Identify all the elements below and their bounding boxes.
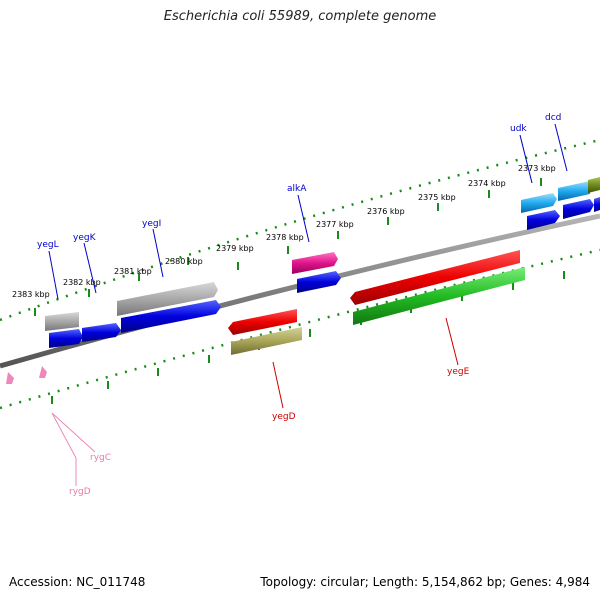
- gene-label-udk: udk: [510, 124, 527, 134]
- scale-label: 2378 kbp: [266, 233, 304, 242]
- gene-yegD: [231, 327, 302, 355]
- gene-label-rygC: rygC: [90, 453, 111, 463]
- outer-major-ticks: [34, 178, 542, 316]
- scale-label: 2376 kbp: [367, 207, 405, 216]
- gene-alkA: [292, 252, 338, 274]
- gene-label-yegL: yegL: [37, 240, 59, 250]
- map-title: Escherichia coli 55989, complete genome: [163, 9, 437, 24]
- gene-yegI-rna: [117, 282, 218, 316]
- scale-label: 2375 kbp: [418, 193, 456, 202]
- scale-label: 2380 kbp: [165, 257, 203, 266]
- gene-label-yegE: yegE: [447, 367, 470, 377]
- inner-scale-ring: [0, 248, 600, 410]
- gene-label-alkA: alkA: [287, 184, 307, 194]
- gene-udk: [521, 193, 557, 213]
- leader-lines: [48, 123, 568, 486]
- gene-label-yegD: yegD: [272, 412, 296, 422]
- inner-major-ticks: [51, 271, 565, 404]
- scale-label: 2377 kbp: [316, 220, 354, 229]
- scale-label: 2373 kbp: [518, 164, 556, 173]
- scale-label: 2379 kbp: [216, 244, 254, 253]
- gene-right-olive: [588, 177, 600, 193]
- gene-label-yegI: yegI: [142, 219, 161, 229]
- cds-udk: [527, 210, 560, 230]
- accession-label: Accession: NC_011748: [9, 575, 146, 589]
- gene-label-yegK: yegK: [73, 233, 97, 243]
- cds-yegE: [350, 250, 520, 305]
- cds-yegL: [49, 329, 83, 348]
- cds-right-blue: [594, 197, 600, 212]
- scale-labels: 2383 kbp 2382 kbp 2381 kbp 2380 kbp 2379…: [12, 164, 556, 299]
- scale-label: 2382 kbp: [63, 278, 101, 287]
- scale-label: 2381 kbp: [114, 267, 152, 276]
- cds-yegD: [228, 309, 297, 335]
- gene-labels: yegL yegK yegI alkA udk dcd yegD yegE ry…: [37, 113, 561, 497]
- gene-features: [45, 177, 600, 348]
- rna-rygD: [39, 366, 47, 378]
- cds-yegK: [82, 323, 121, 342]
- gene-yegL-rna: [45, 312, 79, 331]
- genome-summary: Topology: circular; Length: 5,154,862 bp…: [260, 575, 590, 589]
- gene-dcd: [558, 181, 590, 201]
- reverse-gene-features: [6, 250, 525, 384]
- rna-rygC: [6, 372, 14, 384]
- cds-yegI: [121, 300, 221, 333]
- cds-dcd: [563, 199, 594, 219]
- scale-label: 2374 kbp: [468, 179, 506, 188]
- gene-label-dcd: dcd: [545, 113, 561, 123]
- scale-label: 2383 kbp: [12, 290, 50, 299]
- gene-label-rygD: rygD: [69, 487, 91, 497]
- gene-yegE: [353, 267, 525, 325]
- cds-alkA: [297, 271, 341, 293]
